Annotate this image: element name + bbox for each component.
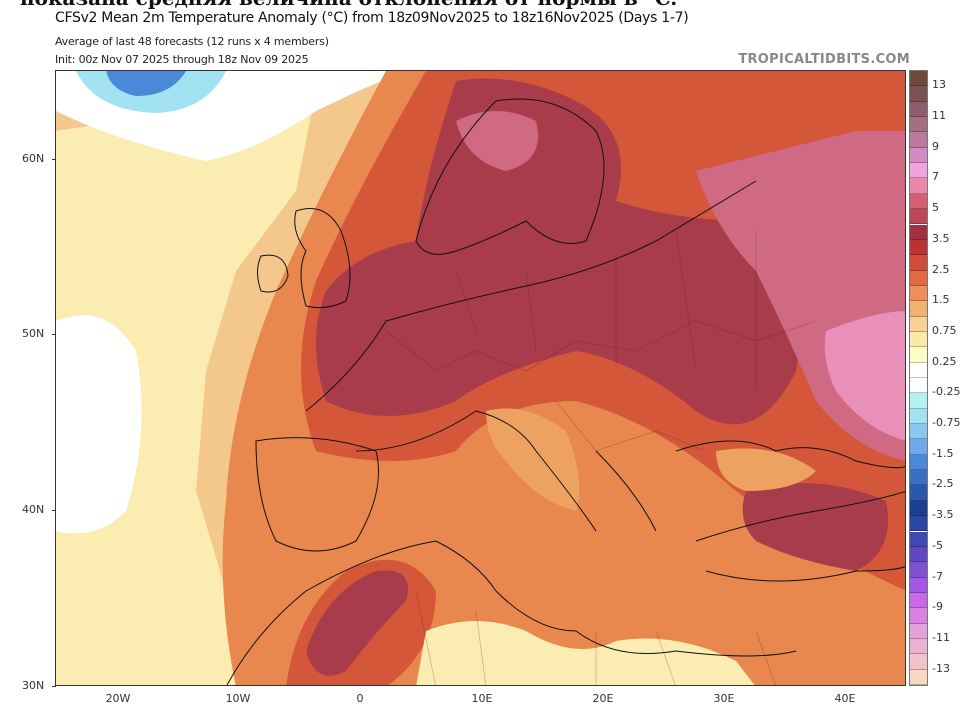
colorbar-bin	[910, 485, 927, 501]
colorbar-bin	[910, 347, 927, 363]
near-zero-region-atlantic	[56, 315, 142, 534]
colorbar-bin	[910, 592, 927, 609]
anomaly-field	[56, 71, 905, 685]
colorbar-bin	[910, 209, 927, 225]
colorbar-bin	[910, 654, 927, 670]
colorbar-bin	[910, 193, 927, 210]
country-borders	[385, 230, 817, 685]
colorbar-bin	[910, 516, 927, 532]
colorbar-bin	[910, 362, 927, 378]
colorbar-bin	[910, 147, 927, 164]
colorbar-bin	[910, 224, 927, 240]
colorbar-bin	[910, 117, 927, 133]
colorbar-bin	[910, 408, 927, 425]
coastline-scandinavia	[415, 98, 605, 255]
colorbar-bin	[910, 71, 927, 87]
colorbar-label: 1.5	[932, 293, 950, 307]
strong-anomaly-norway	[456, 111, 538, 171]
colorbar-label: 5	[932, 201, 939, 215]
colorbar-label: 0.25	[932, 354, 957, 368]
colorbar-bin	[910, 454, 927, 471]
lon-label-10w: 10W	[225, 692, 251, 705]
lon-label-30e: 30E	[713, 692, 735, 705]
colorbar	[909, 70, 928, 686]
colorbar-bin	[910, 86, 927, 102]
colorbar-bin	[910, 623, 927, 639]
colorbar-label: -2.5	[932, 477, 954, 491]
lon-label-20e: 20E	[592, 692, 614, 705]
coastline-iberia	[255, 437, 379, 552]
pale-region-west	[56, 91, 316, 685]
lat-label-50n: 50N	[22, 327, 57, 340]
colorbar-bin	[910, 669, 927, 685]
coastline-britain	[294, 208, 351, 309]
colorbar-bin	[910, 470, 927, 486]
lat-label-30n: 30N	[22, 679, 57, 692]
colorbar-bin	[910, 239, 927, 256]
colorbar-bin	[910, 270, 927, 286]
colorbar-bin	[910, 132, 927, 148]
colorbar-label: -1.5	[932, 446, 954, 460]
colorbar-label: 9	[932, 139, 939, 153]
coastline-north-africa	[226, 540, 797, 685]
colorbar-bin	[910, 439, 927, 455]
colorbar-bin	[910, 301, 927, 317]
colorbar-bin	[910, 393, 927, 409]
colorbar-label: -0.75	[932, 416, 961, 430]
subtitle-init: Init: 00z Nov 07 2025 through 18z Nov 09…	[55, 53, 309, 66]
colorbar-bin	[910, 424, 927, 440]
colorbar-label: 13	[932, 78, 946, 92]
clipped-caption: показана средняя величина отклонения от …	[20, 0, 677, 10]
mild-region-italy	[486, 408, 580, 511]
colorbar-label: 2.5	[932, 262, 950, 276]
colorbar-bin	[910, 163, 927, 179]
colorbar-label: -11	[932, 630, 950, 644]
watermark: TROPICALTIDBITS.COM	[738, 52, 910, 67]
strong-anomaly-morocco	[306, 570, 408, 676]
coastline-ireland	[257, 254, 289, 293]
colorbar-bin	[910, 562, 927, 578]
lon-label-10e: 10E	[471, 692, 493, 705]
colorbar-label: 7	[932, 170, 939, 184]
colorbar-label: -13	[932, 661, 950, 675]
colorbar-bin	[910, 500, 927, 517]
colorbar-bin	[910, 331, 927, 348]
colorbar-bin	[910, 178, 927, 194]
lat-label-40n: 40N	[22, 503, 57, 516]
colorbar-bin	[910, 285, 927, 302]
temperature-anomaly-map	[55, 70, 906, 686]
lon-label-0: 0	[356, 692, 364, 705]
coastline-mainland	[305, 180, 905, 532]
mild-region-black-sea	[716, 448, 816, 491]
colorbar-bin	[910, 546, 927, 563]
colorbar-bin	[910, 608, 927, 624]
chart-title: CFSv2 Mean 2m Temperature Anomaly (°C) f…	[55, 10, 689, 26]
colorbar-label: -0.25	[932, 385, 961, 399]
colorbar-label: 0.75	[932, 323, 957, 337]
coastline-turkey	[695, 491, 905, 582]
colorbar-bin	[910, 577, 927, 593]
lat-label-60n: 60N	[22, 152, 57, 165]
colorbar-bin	[910, 255, 927, 271]
cold-region-blue	[106, 71, 186, 96]
mild-region-libya	[416, 621, 755, 685]
colorbar-bin	[910, 638, 927, 655]
colorbar-bin	[910, 531, 927, 547]
colorbar-label: -9	[932, 600, 943, 614]
coastlines	[226, 98, 905, 685]
colorbar-bin	[910, 101, 927, 118]
colorbar-bin	[910, 378, 927, 394]
lon-label-20w: 20W	[105, 692, 131, 705]
colorbar-bin	[910, 316, 927, 332]
colorbar-label: -5	[932, 538, 943, 552]
lon-label-40e: 40E	[834, 692, 856, 705]
colorbar-label: -7	[932, 569, 943, 583]
strong-anomaly-europe	[316, 78, 801, 425]
very-strong-anomaly-russia	[824, 311, 905, 441]
colorbar-label: 11	[932, 109, 946, 123]
colorbar-label: -3.5	[932, 508, 954, 522]
subtitle-forecasts: Average of last 48 forecasts (12 runs x …	[55, 35, 329, 48]
colorbar-label: 3.5	[932, 231, 950, 245]
